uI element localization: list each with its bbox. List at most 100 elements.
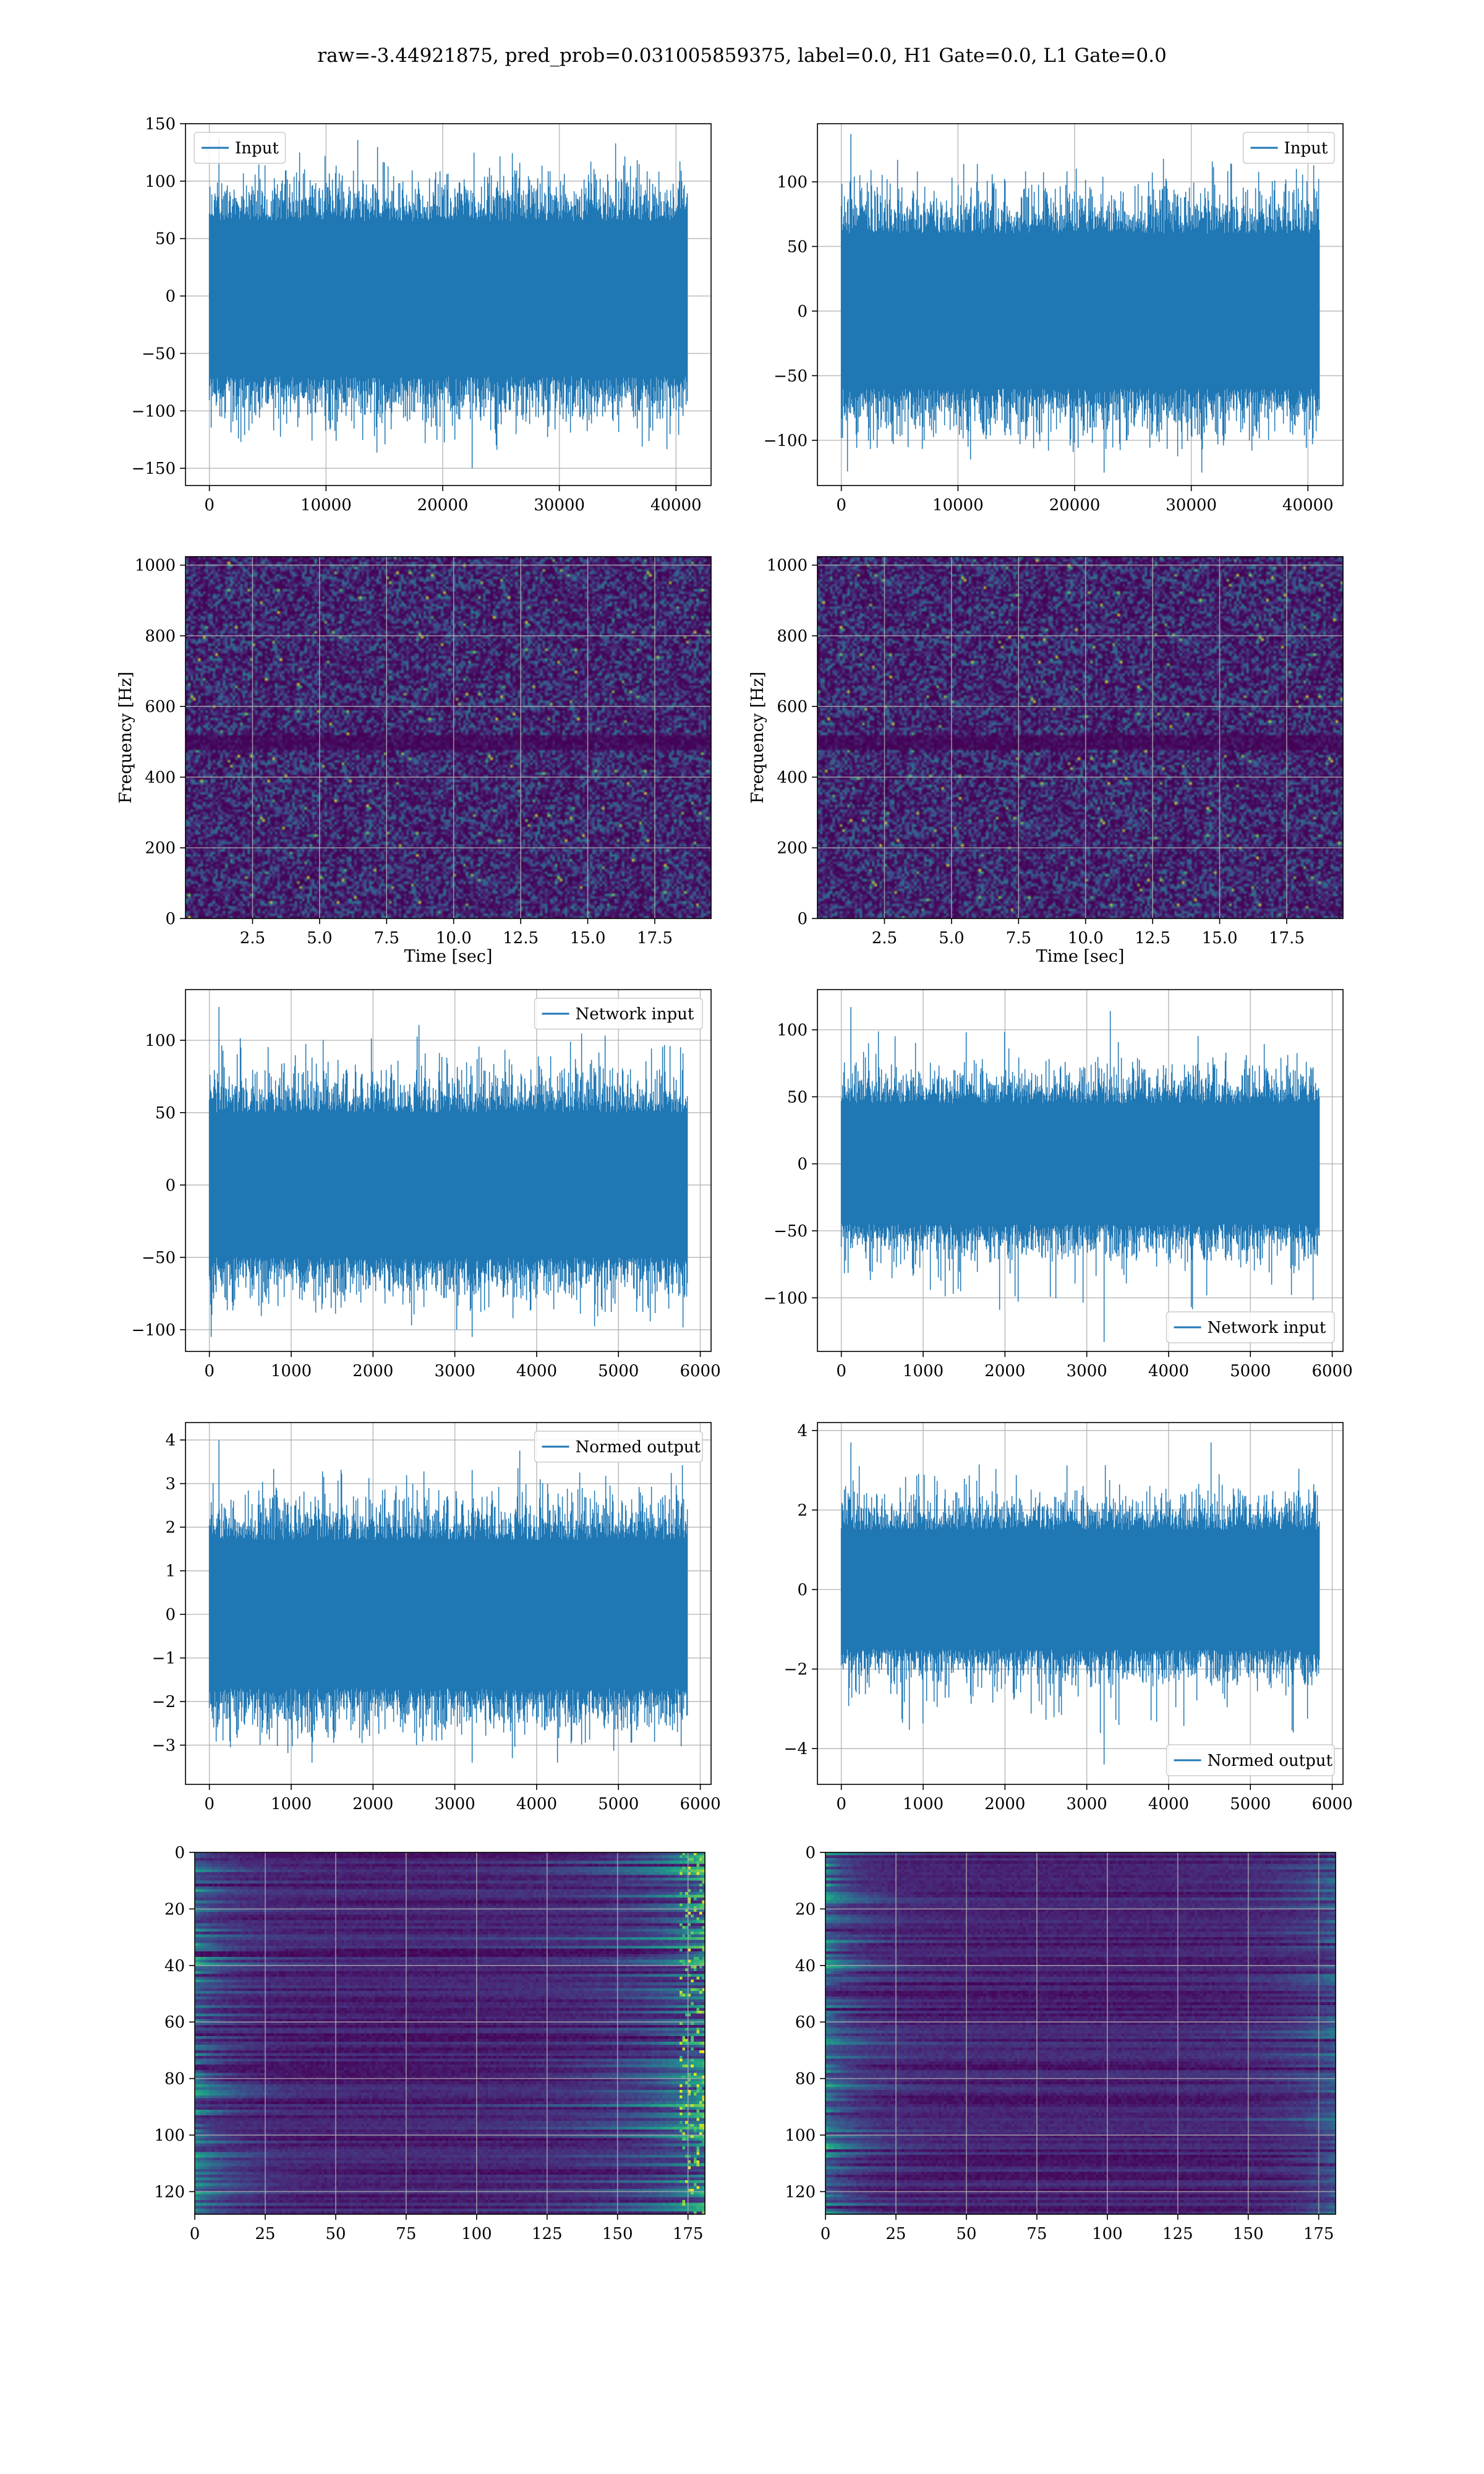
- panel-normed-output-l1: 0 1000 2000 3000 4000 5000 6000 −4 −2 0 2 4 Normed o…: [784, 1422, 1353, 1813]
- y-tick-label: 100: [777, 173, 808, 192]
- x-tick-label: 10000: [301, 496, 352, 515]
- legend-box: [194, 132, 286, 164]
- x-tick-label: 4000: [1148, 1362, 1189, 1380]
- y-tick-label: −100: [764, 432, 808, 450]
- y-tick-label: 0: [797, 1155, 808, 1174]
- legend: Input: [194, 132, 286, 164]
- x-tick-label: 7.5: [374, 929, 399, 948]
- x-tick-label: 30000: [534, 496, 585, 515]
- y-tick-label: −50: [142, 1249, 176, 1267]
- y-tick-label: 0: [165, 288, 176, 306]
- axes-frame: [817, 123, 1344, 486]
- legend-box: [534, 998, 703, 1030]
- signal-trace: [840, 1007, 1320, 1342]
- x-tick-label: 125: [1162, 2225, 1193, 2243]
- axes-frame: [825, 1852, 1336, 2215]
- x-tick-label: 1000: [271, 1795, 312, 1813]
- x-tick-label: 5000: [1230, 1795, 1271, 1813]
- y-tick-label: 80: [795, 2070, 816, 2089]
- y-tick-label: −2: [784, 1661, 808, 1679]
- x-tick-label: 20000: [1049, 496, 1101, 515]
- y-tick-label: −3: [152, 1737, 176, 1755]
- x-tick-label: 0: [836, 496, 846, 515]
- x-tick-label: 10.0: [1068, 929, 1104, 948]
- x-tick-label: 5.0: [939, 929, 964, 948]
- y-tick-label: 3: [165, 1475, 176, 1494]
- y-tick-label: 100: [777, 1021, 808, 1040]
- y-axis-label: Frequency [Hz]: [748, 672, 767, 803]
- y-tick-label: 60: [164, 2013, 185, 2032]
- x-tick-label: 75: [396, 2225, 416, 2243]
- x-tick-label: 0: [204, 1362, 215, 1380]
- x-tick-label: 4000: [1148, 1795, 1189, 1813]
- y-tick-label: 120: [154, 2183, 185, 2201]
- y-tick-label: 4: [797, 1422, 808, 1440]
- x-tick-label: 2000: [984, 1795, 1025, 1813]
- x-tick-label: 6000: [680, 1795, 720, 1813]
- x-tick-label: 100: [461, 2225, 492, 2243]
- legend-label: Input: [235, 139, 279, 158]
- signal-trace: [840, 134, 1320, 473]
- axes-frame: [185, 556, 712, 919]
- legend-label: Normed output: [1208, 1752, 1333, 1770]
- x-tick-label: 1000: [271, 1362, 312, 1380]
- y-tick-label: 0: [797, 1581, 808, 1599]
- x-tick-label: 17.5: [637, 929, 673, 948]
- x-tick-label: 4000: [516, 1795, 557, 1813]
- y-tick-label: 1000: [135, 557, 176, 575]
- legend-box: [1166, 1311, 1335, 1343]
- x-tick-label: 0: [836, 1795, 846, 1813]
- y-tick-label: 800: [777, 627, 808, 646]
- heatmap-image: [825, 1852, 1336, 2214]
- y-tick-label: 20: [795, 1900, 816, 1919]
- x-tick-label: 0: [836, 1362, 846, 1380]
- y-tick-label: 4: [165, 1431, 176, 1450]
- y-tick-label: 0: [174, 1844, 185, 1862]
- x-tick-label: 50: [325, 2225, 346, 2243]
- y-tick-label: 50: [787, 1088, 808, 1106]
- legend: Normed output: [534, 1431, 703, 1463]
- heatmap-image: [186, 557, 711, 918]
- x-tick-label: 1000: [903, 1795, 944, 1813]
- y-tick-label: −100: [764, 1289, 808, 1308]
- legend: Normed output: [1166, 1744, 1335, 1776]
- y-tick-label: −50: [774, 1222, 808, 1241]
- y-tick-label: 100: [785, 2126, 816, 2145]
- x-tick-label: 5000: [598, 1795, 639, 1813]
- x-tick-label: 6000: [1311, 1795, 1352, 1813]
- y-tick-label: 60: [795, 2013, 816, 2032]
- x-tick-label: 150: [602, 2225, 633, 2243]
- y-tick-label: 200: [145, 839, 176, 858]
- y-tick-label: 100: [145, 1032, 176, 1050]
- x-tick-label: 17.5: [1269, 929, 1305, 948]
- x-tick-label: 75: [1026, 2225, 1047, 2243]
- x-tick-label: 0: [821, 2225, 831, 2243]
- figure-suptitle: raw=-3.44921875, pred_prob=0.03100585937…: [317, 45, 1166, 67]
- x-tick-label: 1000: [903, 1362, 944, 1380]
- x-tick-label: 3000: [1066, 1795, 1107, 1813]
- x-tick-label: 10.0: [436, 929, 472, 948]
- legend: Network input: [534, 998, 703, 1030]
- y-tick-label: 0: [797, 302, 808, 321]
- y-tick-label: 0: [165, 1176, 176, 1195]
- y-tick-label: 400: [777, 768, 808, 787]
- axes-frame: [817, 556, 1344, 919]
- x-tick-label: 100: [1092, 2225, 1123, 2243]
- legend-label: Normed output: [576, 1438, 701, 1457]
- signal-trace: [208, 1440, 688, 1763]
- x-tick-label: 40000: [1282, 496, 1334, 515]
- x-tick-label: 125: [532, 2225, 563, 2243]
- y-tick-label: −150: [132, 460, 176, 478]
- heatmap-image: [195, 1852, 705, 2214]
- legend-box: [1166, 1744, 1335, 1776]
- x-tick-label: 25: [255, 2225, 275, 2243]
- y-tick-label: 50: [155, 230, 176, 249]
- x-tick-label: 15.0: [570, 929, 606, 948]
- x-tick-label: 2000: [352, 1362, 393, 1380]
- y-tick-label: −50: [142, 345, 176, 363]
- y-tick-label: 2: [797, 1501, 808, 1520]
- x-tick-label: 175: [1303, 2225, 1334, 2243]
- x-tick-label: 3000: [1066, 1362, 1107, 1380]
- x-tick-label: 6000: [1311, 1362, 1352, 1380]
- y-tick-label: −4: [784, 1740, 808, 1758]
